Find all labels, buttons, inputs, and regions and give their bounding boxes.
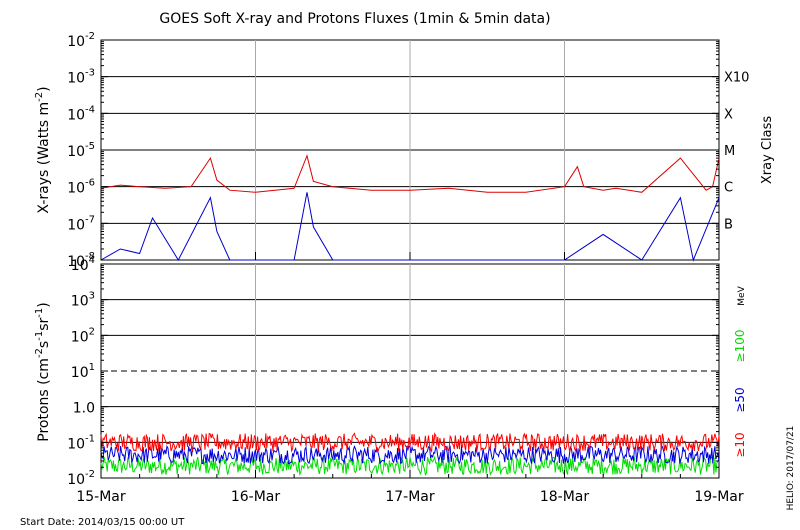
xray-series	[100, 154, 720, 262]
proton-trace-1	[100, 444, 720, 465]
class-label: M	[724, 144, 735, 159]
proton-y-ticks: 10-2 10-1 1.0 101 102 103 104	[67, 255, 719, 488]
xray-y-ticks: 10-8 10-7 10-6 10-5 10-4 10-3 10-2	[67, 31, 719, 270]
class-label: B	[724, 217, 733, 232]
energy-unit-label: MeV	[737, 285, 747, 305]
proton-series	[100, 432, 720, 477]
xray-class-labels: B C M X X10	[724, 71, 749, 233]
class-label: X10	[724, 71, 749, 86]
legend-ge100: ≥100	[733, 330, 747, 363]
chart-title: GOES Soft X-ray and Protons Fluxes (1min…	[159, 11, 550, 27]
x-tick-label: 18-Mar	[540, 489, 590, 505]
xray-trace-1	[100, 192, 720, 262]
proton-tick-label: 101	[71, 362, 95, 381]
proton-tick-label: 103	[71, 291, 95, 310]
legend-ge10: ≥10	[733, 432, 747, 457]
xray-tick-label: 10-2	[67, 31, 95, 50]
xray-tick-label: 10-5	[67, 141, 95, 160]
xray-tick-label: 10-8	[67, 251, 95, 270]
x-tick-label: 15-Mar	[76, 489, 126, 505]
proton-y-label: Protons (cm-2s-1sr-1)	[34, 302, 52, 441]
proton-tick-label: 10-1	[67, 433, 95, 452]
x-tick-label: 17-Mar	[385, 489, 435, 505]
xray-tick-label: 10-6	[67, 178, 95, 197]
credit-label: HELIO: 2017/07/21	[786, 426, 796, 511]
x-axis-ticks: 15-Mar 16-Mar 17-Mar 18-Mar 19-Mar	[76, 252, 744, 505]
xray-tick-label: 10-4	[67, 104, 95, 123]
proton-tick-label: 104	[71, 255, 95, 274]
proton-tick-label: 10-2	[67, 469, 95, 488]
xray-y-label: X-rays (Watts m-2)	[34, 86, 52, 213]
start-date-label: Start Date: 2014/03/15 00:00 UT	[20, 517, 185, 528]
proton-tick-label: 102	[71, 326, 95, 345]
x-tick-label: 19-Mar	[694, 489, 744, 505]
proton-tick-label: 1.0	[73, 401, 95, 417]
proton-trace-0	[100, 432, 720, 453]
class-label: C	[724, 181, 733, 196]
xray-tick-label: 10-3	[67, 68, 95, 87]
class-label: X	[724, 107, 733, 122]
x-tick-label: 16-Mar	[231, 489, 281, 505]
xray-class-axis-label: Xray Class	[760, 116, 775, 184]
proton-trace-2	[100, 455, 720, 477]
legend-ge50: ≥50	[733, 387, 747, 412]
xray-trace-0	[100, 154, 720, 193]
xray-tick-label: 10-7	[67, 214, 95, 233]
